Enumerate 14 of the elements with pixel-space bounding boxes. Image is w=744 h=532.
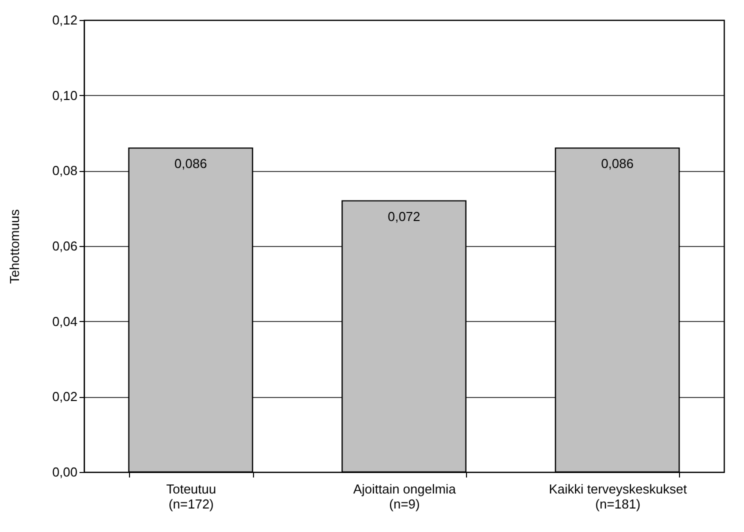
x-tick-label: Toteutuu (n=172) <box>166 482 216 512</box>
data-label: 0,072 <box>388 208 420 224</box>
data-label: 0,086 <box>601 156 634 172</box>
y-tick-label: 0,06 <box>52 238 78 254</box>
y-tick-label: 0,12 <box>52 12 78 28</box>
y-tick-label: 0,10 <box>52 88 78 103</box>
x-tick-label: Ajoittain ongelmia (n=9) <box>353 482 457 512</box>
x-tick-label: Kaikki terveyskeskukset (n=181) <box>548 482 688 512</box>
y-tick-label: 0,02 <box>52 389 78 404</box>
data-label: 0,086 <box>174 156 207 172</box>
y-tick-label: 0,04 <box>52 314 78 329</box>
y-tick-label: 0,08 <box>52 163 78 178</box>
y-axis-title: Tehottomuus <box>7 208 22 284</box>
y-tick-label: 0,00 <box>52 464 78 480</box>
